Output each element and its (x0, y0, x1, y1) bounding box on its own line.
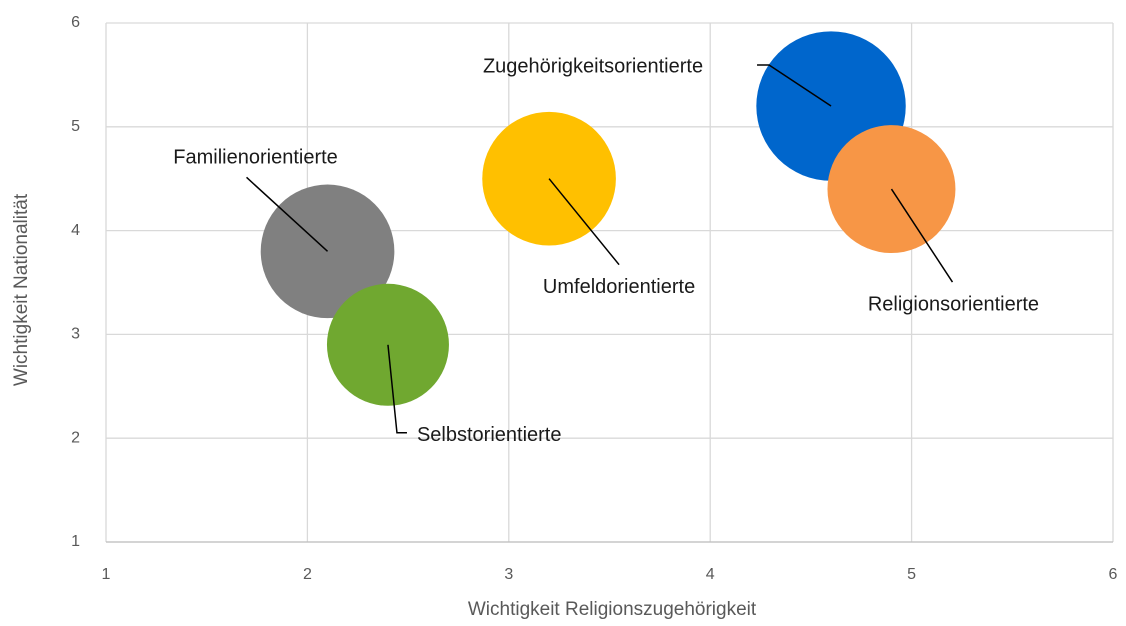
x-axis-title: Wichtigkeit Religionszugehörigkeit (468, 599, 757, 620)
y-tick-label: 3 (71, 326, 80, 343)
bubble-label: Religionsorientierte (868, 293, 1039, 315)
leader-line (757, 64, 832, 107)
x-tick-label: 2 (303, 566, 312, 583)
leader-line (890, 188, 954, 283)
bubble-label: Selbstorientierte (417, 424, 562, 446)
x-tick-label: 5 (907, 566, 916, 583)
leader-line (387, 344, 407, 434)
y-tick-label: 5 (71, 118, 80, 135)
y-tick-label: 1 (71, 533, 80, 550)
bubble-label: Zugehörigkeitsorientierte (483, 55, 703, 77)
leader-line (548, 178, 620, 266)
leader-line (246, 176, 329, 252)
y-tick-label: 2 (71, 429, 80, 446)
y-axis-title: Wichtigkeit Nationalität (11, 193, 32, 386)
y-tick-label: 4 (71, 222, 80, 239)
x-tick-label: 6 (1109, 566, 1118, 583)
x-tick-label: 1 (102, 566, 111, 583)
bubble-label: Umfeldorientierte (543, 276, 695, 298)
bubble-label: Familienorientierte (173, 147, 338, 169)
bubble (260, 184, 395, 319)
x-tick-label: 4 (706, 566, 715, 583)
x-tick-label: 3 (504, 566, 513, 583)
y-tick-label: 6 (71, 14, 80, 31)
